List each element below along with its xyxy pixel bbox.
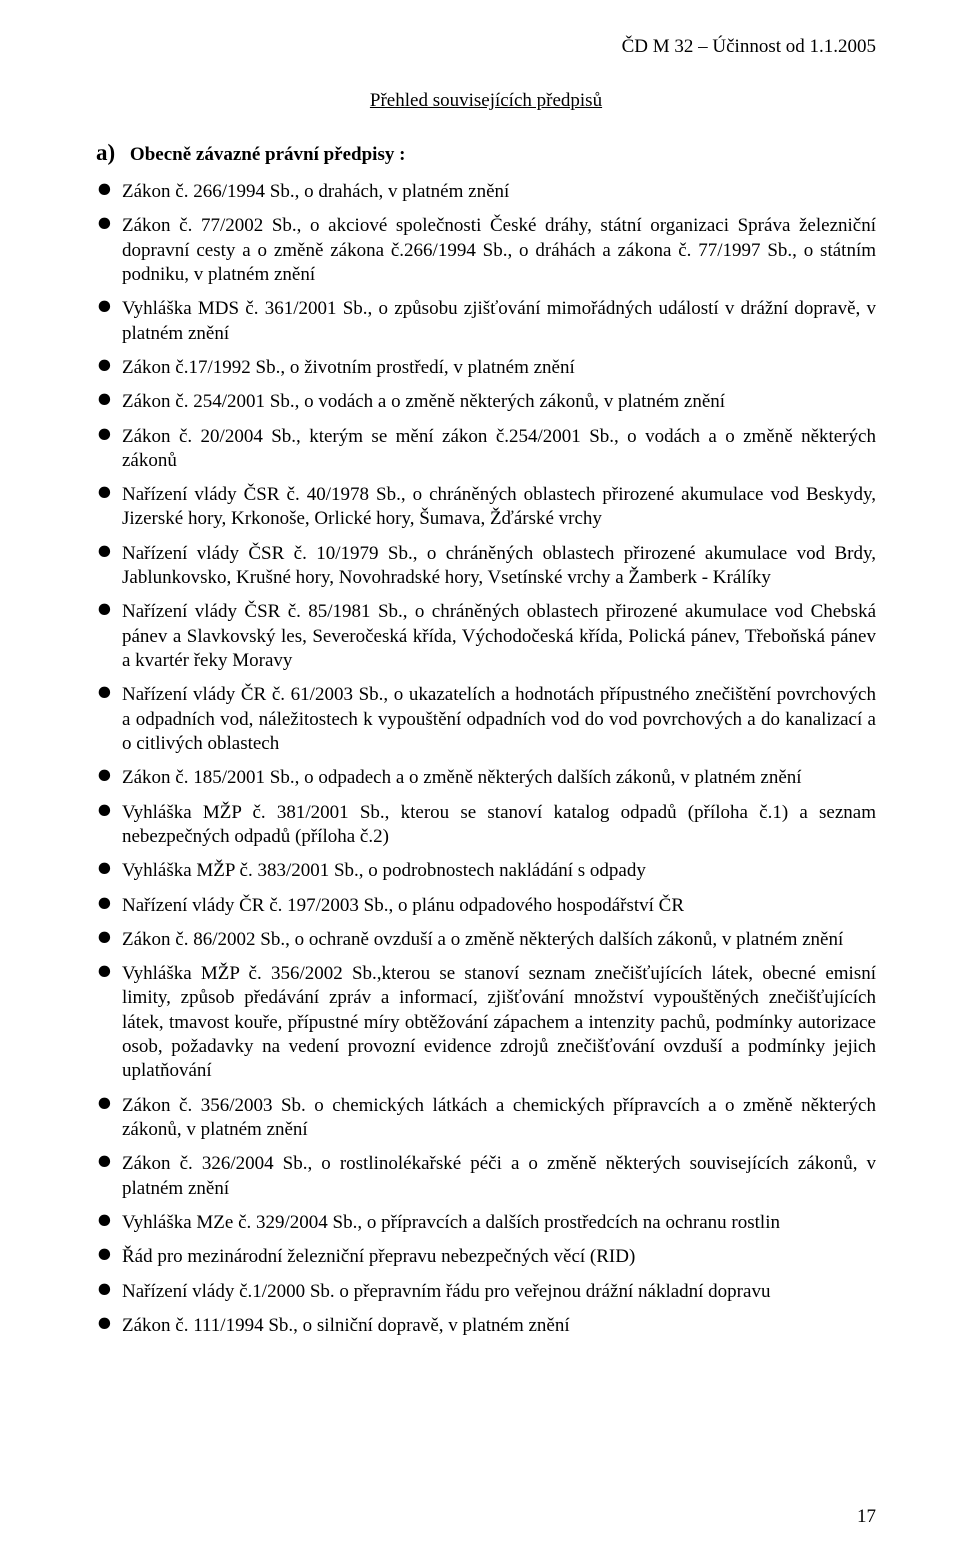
list-item: Vyhláška MZe č. 329/2004 Sb., o přípravc… [96,1211,876,1235]
list-item: Zákon č. 254/2001 Sb., o vodách a o změn… [96,390,876,414]
document-header: ČD M 32 – Účinnost od 1.1.2005 [96,36,876,58]
page-title: Přehled souvisejících předpisů [96,90,876,112]
list-item: Nařízení vlády ČR č. 61/2003 Sb., o ukaz… [96,683,876,756]
section-heading-text: Obecně závazné právní předpisy : [130,144,406,165]
list-item: Zákon č. 266/1994 Sb., o drahách, v plat… [96,180,876,204]
page-root: ČD M 32 – Účinnost od 1.1.2005 Přehled s… [0,0,960,1552]
list-item: Vyhláška MŽP č. 356/2002 Sb.,kterou se s… [96,962,876,1084]
list-item: Nařízení vlády č.1/2000 Sb. o přepravním… [96,1280,876,1304]
list-item: Nařízení vlády ČSR č. 85/1981 Sb., o chr… [96,600,876,673]
section-a-heading: a) Obecně závazné právní předpisy : [96,140,876,166]
list-item: Vyhláška MDS č. 361/2001 Sb., o způsobu … [96,297,876,346]
page-number: 17 [857,1506,876,1528]
list-item: Vyhláška MŽP č. 381/2001 Sb., kterou se … [96,801,876,850]
list-item: Zákon č. 326/2004 Sb., o rostlinolékařsk… [96,1152,876,1201]
list-item: Zákon č.17/1992 Sb., o životním prostřed… [96,356,876,380]
list-item: Vyhláška MŽP č. 383/2001 Sb., o podrobno… [96,859,876,883]
list-item: Zákon č. 86/2002 Sb., o ochraně ovzduší … [96,928,876,952]
list-item: Zákon č. 20/2004 Sb., kterým se mění zák… [96,425,876,474]
list-item: Zákon č. 356/2003 Sb. o chemických látká… [96,1094,876,1143]
list-item: Zákon č. 77/2002 Sb., o akciové společno… [96,214,876,287]
list-item: Řád pro mezinárodní železniční přepravu … [96,1245,876,1269]
regulation-list: Zákon č. 266/1994 Sb., o drahách, v plat… [96,180,876,1338]
list-item: Nařízení vlády ČR č. 197/2003 Sb., o plá… [96,894,876,918]
section-letter: a) [96,140,115,165]
list-item: Zákon č. 185/2001 Sb., o odpadech a o zm… [96,766,876,790]
list-item: Nařízení vlády ČSR č. 10/1979 Sb., o chr… [96,542,876,591]
list-item: Nařízení vlády ČSR č. 40/1978 Sb., o chr… [96,483,876,532]
list-item: Zákon č. 111/1994 Sb., o silniční doprav… [96,1314,876,1338]
